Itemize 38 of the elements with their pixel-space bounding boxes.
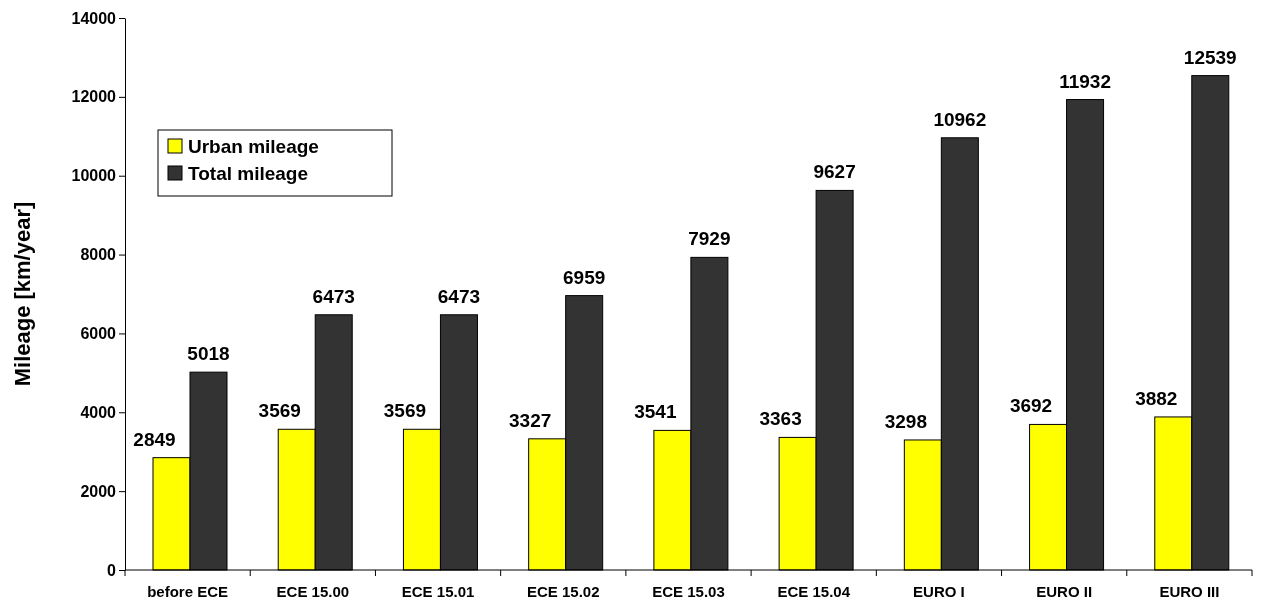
data-label: 2849 <box>133 428 176 450</box>
y-tick-label: 14000 <box>71 9 117 27</box>
x-tick-label: EURO III <box>1159 583 1220 600</box>
legend-label: Urban mileage <box>188 136 319 157</box>
x-tick-label: ECE 15.00 <box>276 583 350 600</box>
data-label: 3541 <box>634 401 677 423</box>
data-label: 3692 <box>1009 395 1053 417</box>
x-tick-label: EURO II <box>1036 583 1093 600</box>
y-axis-title: Mileage [km/year] <box>10 201 35 387</box>
x-tick-label: ECE 15.02 <box>527 583 600 600</box>
y-tick-label: 10000 <box>71 167 117 185</box>
x-tick-label: EURO I <box>913 583 965 600</box>
legend-label: Total mileage <box>188 163 309 184</box>
data-label: 10962 <box>933 108 987 130</box>
data-label: 3569 <box>383 400 427 422</box>
y-tick-label: 6000 <box>80 325 117 343</box>
data-label: 3569 <box>258 400 301 422</box>
x-tick-label: before ECE <box>147 583 229 600</box>
data-label: 12539 <box>1183 46 1237 68</box>
data-label: 3363 <box>759 408 802 430</box>
data-label: 9627 <box>813 161 856 183</box>
y-tick-label: 8000 <box>80 246 117 264</box>
data-label: 7929 <box>688 228 731 250</box>
x-tick-label: ECE 15.04 <box>777 583 851 600</box>
x-tick-label: ECE 15.01 <box>401 583 475 600</box>
data-label: 5018 <box>187 343 230 365</box>
data-label: 6473 <box>312 285 355 307</box>
data-label: 3882 <box>1135 387 1178 409</box>
x-tick-label: ECE 15.03 <box>652 583 725 600</box>
data-label: 6473 <box>437 285 481 307</box>
y-tick-label: 0 <box>107 561 117 579</box>
data-label: 3298 <box>884 410 927 432</box>
data-label: 6959 <box>563 266 606 288</box>
y-tick-label: 12000 <box>71 88 117 106</box>
y-tick-label: 4000 <box>80 403 117 421</box>
y-tick-label: 2000 <box>80 482 117 500</box>
data-label: 11932 <box>1059 70 1111 92</box>
data-label: 3327 <box>509 409 552 431</box>
